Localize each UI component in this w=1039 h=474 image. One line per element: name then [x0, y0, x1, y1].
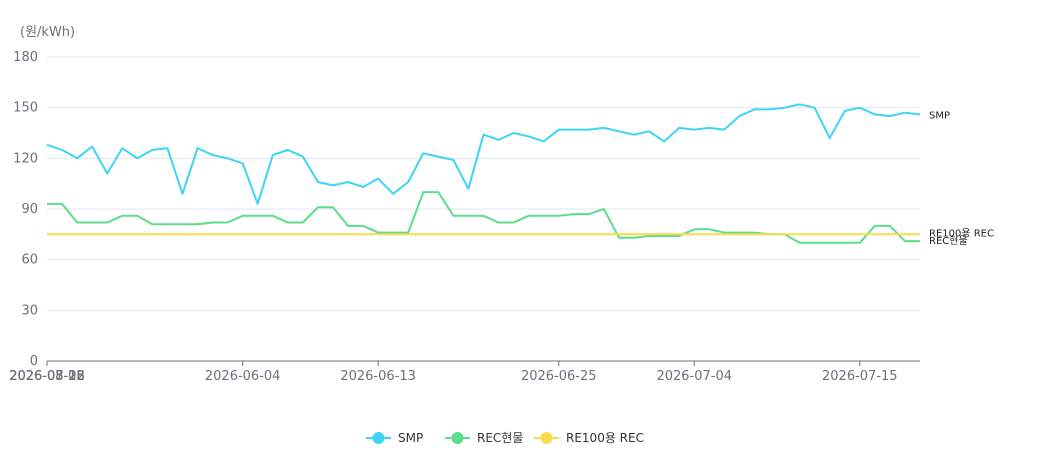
legend-label: RE100용 REC	[566, 431, 644, 445]
x-tick-label: 2026-06-04	[205, 369, 281, 384]
x-tick-label: 2026-06-13	[340, 369, 416, 384]
series-end-label: RE100용 REC	[929, 227, 994, 239]
legend-label: SMP	[398, 431, 423, 445]
y-tick-label: 120	[13, 151, 38, 166]
x-tick-label: 2026-05-22	[9, 369, 85, 384]
y-axis-unit-label: (원/kWh)	[20, 25, 75, 40]
series-end-label: SMP	[929, 110, 950, 121]
legend-item[interactable]: REC현물	[445, 431, 523, 445]
y-tick-label: 30	[21, 303, 38, 318]
x-tick-label: 2026-08-06	[9, 369, 85, 384]
y-tick-label: 0	[30, 354, 38, 369]
legend-item[interactable]: RE100용 REC	[534, 431, 644, 445]
legend-swatch-dot	[372, 432, 385, 444]
legend-swatch-dot	[540, 432, 553, 444]
legend-swatch-dot	[451, 432, 464, 444]
series-end-label: REC현물	[929, 235, 968, 247]
x-tick-label: 2026-06-25	[521, 369, 597, 384]
legend[interactable]: SMP REC현물 RE100용 REC	[366, 431, 644, 445]
x-tick-label: 2026-08-13	[9, 369, 85, 384]
grid-lines	[47, 56, 920, 311]
y-tick-label: 90	[21, 202, 38, 217]
x-tick-label: 2026-07-04	[656, 369, 732, 384]
y-tick-label: 60	[21, 253, 38, 268]
series-lines	[46, 103, 921, 244]
x-tick-label: 2026-07-28	[9, 369, 85, 384]
axes: 0 30 60 90 120 150 180 2026-05-22 2026-06-04 2026…	[9, 50, 920, 384]
x-tick-label: 2026-07-15	[822, 369, 898, 384]
y-tick-label: 150	[13, 101, 38, 116]
series-line-0[interactable]	[46, 103, 921, 205]
legend-item[interactable]: SMP	[366, 431, 423, 445]
y-tick-label: 180	[13, 50, 38, 65]
legend-label: REC현물	[477, 431, 523, 445]
